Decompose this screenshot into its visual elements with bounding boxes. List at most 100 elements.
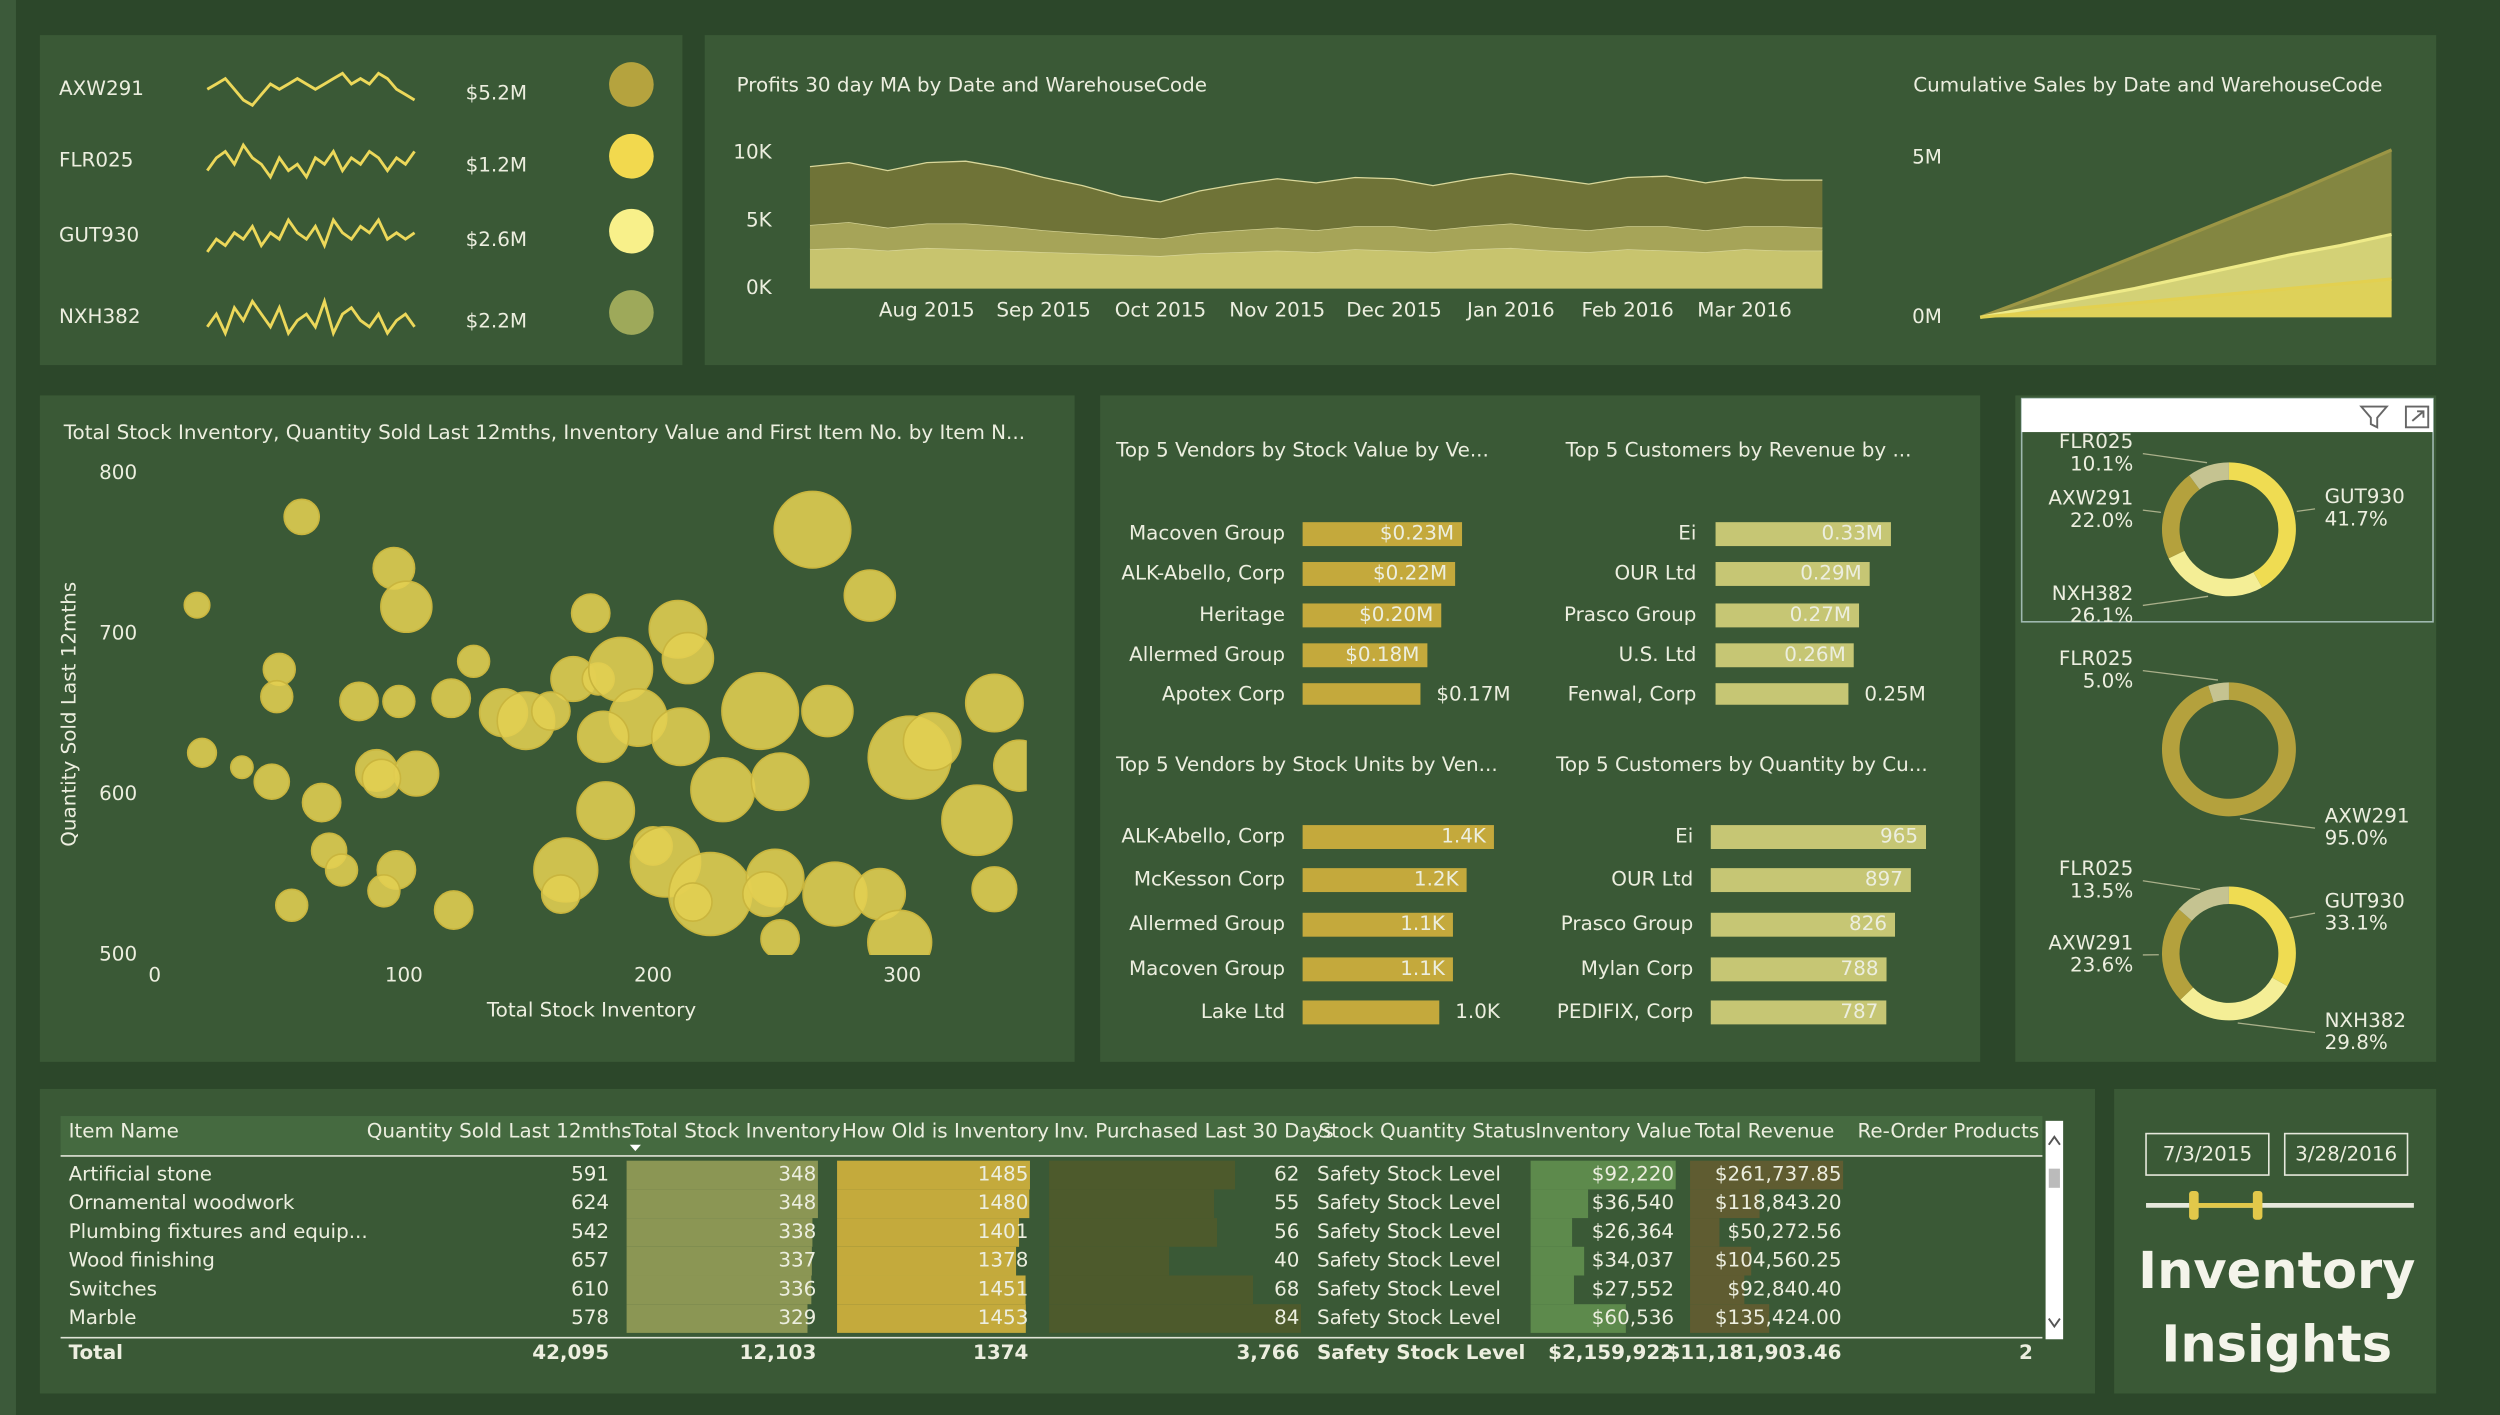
bubble — [941, 784, 1013, 857]
donut-slice — [2178, 886, 2229, 921]
data-bar — [1530, 1275, 1574, 1305]
scrollbar-track[interactable] — [2045, 1120, 2064, 1340]
bubble — [433, 890, 474, 931]
table-cell: 338 — [778, 1220, 816, 1243]
table-cell: 336 — [778, 1277, 816, 1300]
leader-line — [2142, 509, 2161, 514]
data-bar — [1049, 1246, 1170, 1276]
chart-title: Cumulative Sales by Date and WarehouseCo… — [1913, 74, 2382, 97]
bubble — [183, 591, 211, 619]
value-label: 0.29M — [1800, 561, 1862, 584]
table-cell: 624 — [571, 1191, 609, 1214]
table-header-bg — [60, 1116, 2043, 1156]
slice-label: NXH382 — [2325, 1009, 2407, 1032]
category-label: Allermed Group — [1129, 912, 1285, 935]
column-header[interactable]: Inventory Value — [1535, 1120, 1691, 1143]
data-bar — [1049, 1218, 1218, 1247]
bubble — [867, 909, 933, 956]
bar — [1715, 603, 1860, 628]
end-date-box[interactable] — [2283, 1132, 2409, 1176]
data-bar — [1530, 1189, 1589, 1219]
bubble — [760, 919, 801, 956]
scrollbar-thumb[interactable] — [2048, 1168, 2060, 1188]
bar — [1302, 643, 1428, 668]
table-cell: Safety Stock Level — [1317, 1249, 1501, 1272]
kpi-dot — [609, 208, 654, 254]
category-label: Macoven Group — [1129, 957, 1285, 980]
chart-title: Top 5 Customers by Quantity by Cu... — [1555, 753, 1928, 776]
x-tick-label: 0 — [148, 963, 161, 986]
column-header[interactable]: Inv. Purchased Last 30 Days — [1054, 1120, 1334, 1143]
bubble — [576, 710, 630, 764]
chart-title: Top 5 Customers by Revenue by ... — [1565, 439, 1912, 462]
bar — [1715, 522, 1891, 547]
chart-title: Total Stock Inventory, Quantity Sold Las… — [63, 421, 1025, 444]
column-header[interactable]: Total Revenue — [1694, 1120, 1835, 1143]
slice-label: FLR025 — [2059, 647, 2133, 670]
area-line — [1979, 148, 2393, 319]
bar — [1302, 683, 1421, 705]
table-cell: 62 — [1274, 1163, 1299, 1186]
column-header[interactable]: Stock Quantity Status — [1319, 1120, 1536, 1143]
column-header[interactable]: Total Stock Inventory — [630, 1120, 841, 1143]
data-bar — [837, 1218, 1020, 1247]
total-cell: 2 — [2019, 1341, 2033, 1364]
bubble — [361, 758, 402, 799]
bar — [1302, 603, 1442, 628]
table-cell: 68 — [1274, 1277, 1299, 1300]
table-cell: Safety Stock Level — [1317, 1220, 1501, 1243]
start-date-box[interactable] — [2145, 1132, 2270, 1176]
bubble — [229, 755, 254, 780]
x-tick-label: Jan 2016 — [1465, 298, 1555, 321]
bubble — [530, 691, 571, 731]
table-cell: 610 — [571, 1277, 609, 1300]
value-label: 897 — [1865, 868, 1903, 891]
slice-value: 26.1% — [2070, 604, 2133, 627]
data-bar — [837, 1246, 1017, 1276]
slice-value: 23.6% — [2070, 954, 2133, 977]
table-cell: 591 — [571, 1163, 609, 1186]
bar — [1715, 562, 1870, 586]
slice-label: AXW291 — [2325, 804, 2410, 827]
total-cell: Safety Stock Level — [1317, 1341, 1525, 1364]
table-cell: 1451 — [978, 1277, 1029, 1300]
value-label: 0.27M — [1790, 603, 1852, 626]
column-header[interactable]: Item Name — [69, 1120, 179, 1143]
chart-title: Top 5 Vendors by Stock Units by Ven... — [1115, 753, 1498, 776]
column-header[interactable]: How Old is Inventory — [842, 1120, 1049, 1143]
column-header[interactable]: Quantity Sold Last 12mths — [367, 1120, 632, 1143]
kpi-name: GUT930 — [59, 223, 139, 246]
filter-icon[interactable] — [2359, 405, 2389, 429]
slice-label: AXW291 — [2048, 486, 2133, 509]
table-cell: $261,737.85 — [1715, 1163, 1842, 1186]
column-header[interactable]: Re-Order Products — [1857, 1120, 2039, 1143]
value-label: 826 — [1849, 912, 1887, 935]
bubble — [773, 490, 852, 569]
table-cell: 84 — [1274, 1306, 1299, 1329]
focus-mode-icon[interactable] — [2404, 405, 2430, 429]
scroll-arrows[interactable] — [2047, 1135, 2061, 1329]
y-tick-label: 500 — [99, 943, 137, 966]
brand-box: Inventory Insights — [2138, 1240, 2415, 1375]
bubbles — [183, 490, 1027, 956]
bubble — [324, 853, 359, 887]
table-cell: $26,364 — [1592, 1220, 1674, 1243]
slice-value: 5.0% — [2083, 669, 2134, 692]
table-cell: 56 — [1274, 1220, 1299, 1243]
data-bar — [626, 1160, 818, 1190]
chart-title: Profits 30 day MA by Date and WarehouseC… — [737, 74, 1207, 97]
x-tick-label: Feb 2016 — [1582, 298, 1674, 321]
bar — [1715, 683, 1849, 705]
bar — [1710, 912, 1896, 937]
sort-arrow[interactable] — [629, 1144, 641, 1152]
data-bar — [1530, 1304, 1626, 1333]
data-bar — [837, 1189, 1030, 1219]
slider-handle[interactable] — [2252, 1190, 2263, 1220]
x-tick-label: 300 — [883, 963, 921, 986]
slice-label: AXW291 — [2048, 931, 2133, 954]
donut-slice — [2208, 682, 2229, 703]
donut-slice — [2228, 462, 2296, 588]
bubble — [339, 681, 379, 722]
slider-handle[interactable] — [2189, 1190, 2199, 1220]
